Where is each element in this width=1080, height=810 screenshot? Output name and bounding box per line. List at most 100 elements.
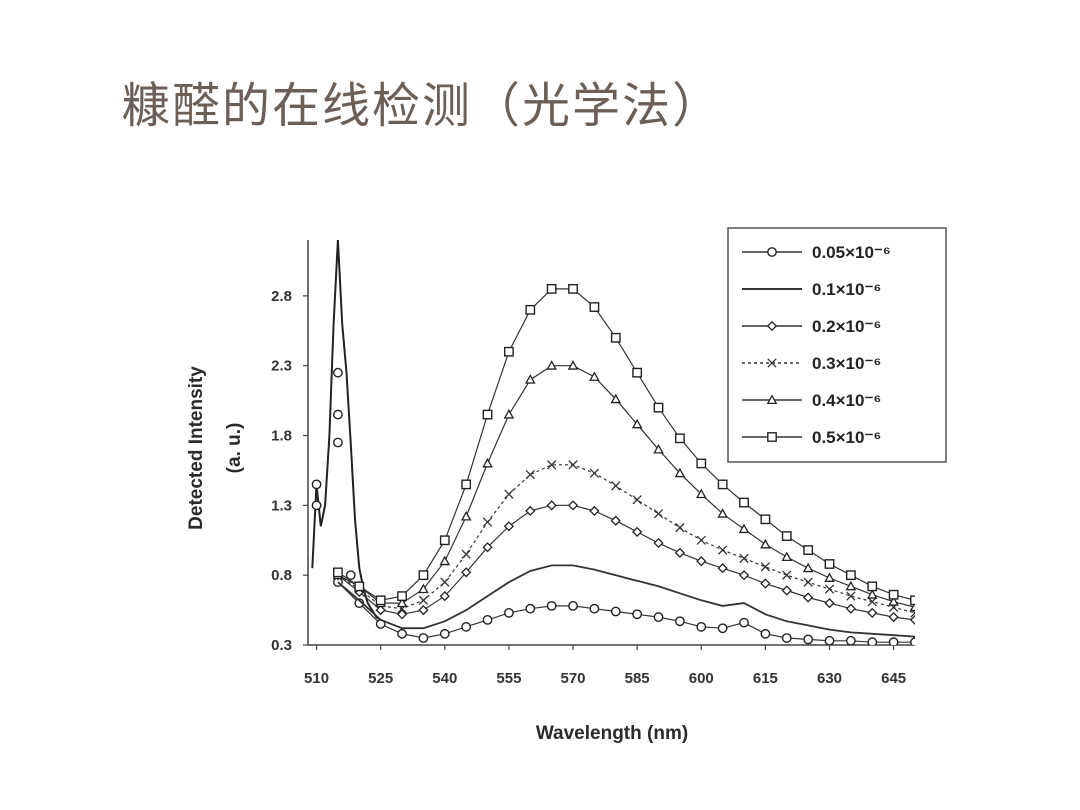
series-3-point xyxy=(525,505,536,517)
series-6-point xyxy=(504,346,514,357)
legend-marker xyxy=(766,320,778,332)
legend-marker xyxy=(767,432,777,442)
legend-box xyxy=(727,227,947,463)
series-6-line xyxy=(337,288,915,601)
series-1-point xyxy=(525,603,536,614)
series-4-point xyxy=(824,584,835,594)
series-6-point xyxy=(632,367,643,378)
series-4-point xyxy=(504,489,514,499)
series-6-point xyxy=(439,535,450,546)
series-4-point xyxy=(782,570,792,580)
series-4-point xyxy=(546,460,557,470)
series-4-point xyxy=(632,495,642,505)
series-6 xyxy=(333,283,915,606)
initial-peak-point xyxy=(311,479,322,490)
series-1-point xyxy=(632,609,643,620)
legend-label: 0.05×10⁻⁶ xyxy=(812,243,891,262)
x-tick-label: 555 xyxy=(496,670,521,687)
series-1-point xyxy=(803,634,814,645)
initial-peak-line xyxy=(311,239,382,621)
series-6-point xyxy=(696,458,707,469)
series-6-point xyxy=(610,332,621,343)
legend-entry: 0.1×10⁻⁶ xyxy=(742,280,881,299)
series-3-point xyxy=(696,556,707,567)
legend-marker xyxy=(766,394,778,405)
series-3-point xyxy=(589,505,600,517)
legend-entry: 0.05×10⁻⁶ xyxy=(742,243,891,262)
x-tick-label: 525 xyxy=(368,670,393,687)
series-6-point xyxy=(418,570,429,581)
x-axis-title: Wavelength (nm) xyxy=(536,723,688,744)
series-6-point xyxy=(717,479,728,490)
x-tick-label: 570 xyxy=(561,670,586,687)
series-5-point xyxy=(524,374,536,384)
series-3-point xyxy=(824,597,835,609)
series-5-point xyxy=(418,583,429,594)
series-5-point xyxy=(717,508,728,518)
series-1-point xyxy=(653,612,664,622)
legend-label: 0.4×10⁻⁶ xyxy=(812,391,881,410)
series-1-point xyxy=(867,637,878,645)
series-3-point xyxy=(888,611,899,623)
initial-peak xyxy=(311,239,382,621)
initial-peak-point xyxy=(333,409,343,420)
legend-entry: 0.5×10⁻⁶ xyxy=(742,428,881,447)
series-5-point xyxy=(589,371,600,381)
series-1-point xyxy=(397,628,407,639)
series-5-point xyxy=(824,572,835,582)
series-1-point xyxy=(717,623,728,634)
series-3-point xyxy=(503,521,515,532)
initial-peak-point xyxy=(311,500,322,511)
series-5-point xyxy=(781,551,793,562)
series-layer xyxy=(311,239,915,645)
series-4-point xyxy=(525,469,535,480)
series-5-point xyxy=(653,443,664,454)
x-tick-label: 630 xyxy=(817,670,842,687)
legend-label: 0.5×10⁻⁶ xyxy=(812,428,881,447)
series-5-point xyxy=(674,467,686,478)
series-4-point xyxy=(846,591,856,601)
series-1 xyxy=(333,577,915,645)
series-6-point xyxy=(589,302,600,312)
series-3-point xyxy=(439,591,450,602)
series-4-point xyxy=(867,597,877,607)
legend-label: 0.3×10⁻⁶ xyxy=(812,354,881,373)
series-6-point xyxy=(461,479,472,490)
y-tick-label: 2.3 xyxy=(271,358,292,375)
series-1-point xyxy=(781,633,792,643)
legend-entry: 0.4×10⁻⁶ xyxy=(742,391,881,410)
x-tick-label: 645 xyxy=(881,670,906,687)
x-tick-label: 615 xyxy=(753,670,778,687)
x-tick-labels: 510 525 540 555 570 585 600 615 630 645 xyxy=(304,670,906,687)
series-1-point xyxy=(696,621,707,632)
series-1-point xyxy=(589,603,600,614)
series-5-point xyxy=(567,360,579,370)
series-1-point xyxy=(482,614,493,625)
x-tick-label: 510 xyxy=(304,670,329,687)
y-tick-label: 0.8 xyxy=(271,567,292,584)
x-tick-label: 540 xyxy=(432,670,457,687)
series-1-point xyxy=(674,616,685,627)
series-1-point xyxy=(760,628,771,639)
series-3-point xyxy=(845,603,856,614)
series-1-point xyxy=(418,633,429,643)
series-3-point xyxy=(461,567,472,578)
series-5-point xyxy=(866,589,878,599)
legend-label: 0.2×10⁻⁶ xyxy=(812,317,881,336)
legend-marker xyxy=(767,247,777,257)
series-3-point xyxy=(653,537,664,549)
series-4-point xyxy=(717,545,728,555)
series-6-point xyxy=(760,514,771,525)
legend-label: 0.1×10⁻⁶ xyxy=(812,280,881,299)
initial-peak-point xyxy=(333,367,343,378)
series-1-point xyxy=(888,637,899,645)
series-3-point xyxy=(396,609,408,620)
series-1-point xyxy=(845,635,856,645)
legend-entry: 0.3×10⁻⁶ xyxy=(742,354,881,373)
series-6-point xyxy=(888,589,899,600)
series-3-line xyxy=(337,504,915,621)
series-4-point xyxy=(739,553,749,564)
series-5-point xyxy=(546,360,557,370)
y-axis-title: Detected Intensity xyxy=(186,366,207,530)
